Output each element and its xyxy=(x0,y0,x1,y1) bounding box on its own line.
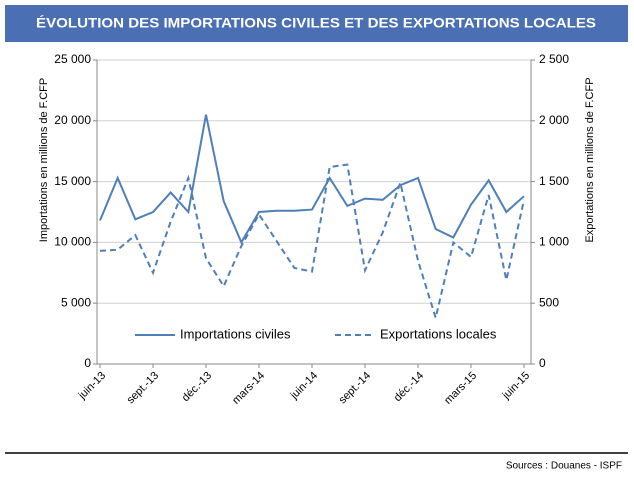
y-tick-label: 0 xyxy=(84,356,91,370)
y-axis-title: Importations en millions de F.CFP xyxy=(38,78,50,242)
x-tick-label: déc.-14 xyxy=(392,370,426,404)
y-tick-label: 15 000 xyxy=(54,174,91,188)
chart-title: ÉVOLUTION DES IMPORTATIONS CIVILES ET DE… xyxy=(36,15,596,31)
y2-tick-label: 0 xyxy=(539,356,546,370)
title-bar xyxy=(5,5,628,42)
x-tick-label: sept.-14 xyxy=(337,370,374,407)
y2-axis-title: Exportations en millions de F.CFP xyxy=(584,77,596,242)
x-tick-label: juin-14 xyxy=(288,370,321,403)
y2-tick-label: 2 000 xyxy=(539,113,569,127)
x-tick-label: déc.-13 xyxy=(180,370,214,404)
series-line xyxy=(99,163,525,322)
y-tick-label: 25 000 xyxy=(54,52,91,66)
y2-tick-label: 1 500 xyxy=(539,174,569,188)
x-tick-label: sept.-13 xyxy=(125,370,162,407)
y2-tick-label: 500 xyxy=(539,295,559,309)
x-tick-label: juin-13 xyxy=(76,370,109,403)
source: Sources : Douanes - ISPF xyxy=(506,461,622,472)
legend-label: Importations civiles xyxy=(180,326,291,341)
x-tick-label: mars-14 xyxy=(230,370,267,407)
y-tick-label: 10 000 xyxy=(54,235,91,249)
y2-tick-label: 1 000 xyxy=(539,235,569,249)
x-tick-label: juin-15 xyxy=(500,370,533,403)
y-tick-label: 5 000 xyxy=(61,295,91,309)
y2-tick-label: 2 500 xyxy=(539,52,569,66)
y-tick-label: 20 000 xyxy=(54,113,91,127)
series-line xyxy=(99,114,525,245)
x-tick-label: mars-15 xyxy=(442,370,479,407)
legend-label: Exportations locales xyxy=(380,326,497,341)
